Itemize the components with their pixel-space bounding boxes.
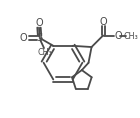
Text: S: S: [37, 33, 43, 43]
Text: CH₃: CH₃: [37, 48, 52, 57]
Text: O: O: [35, 18, 43, 28]
Text: O: O: [19, 33, 27, 43]
Text: O: O: [115, 31, 122, 41]
Text: CH₃: CH₃: [123, 32, 138, 41]
Text: O: O: [99, 17, 107, 27]
